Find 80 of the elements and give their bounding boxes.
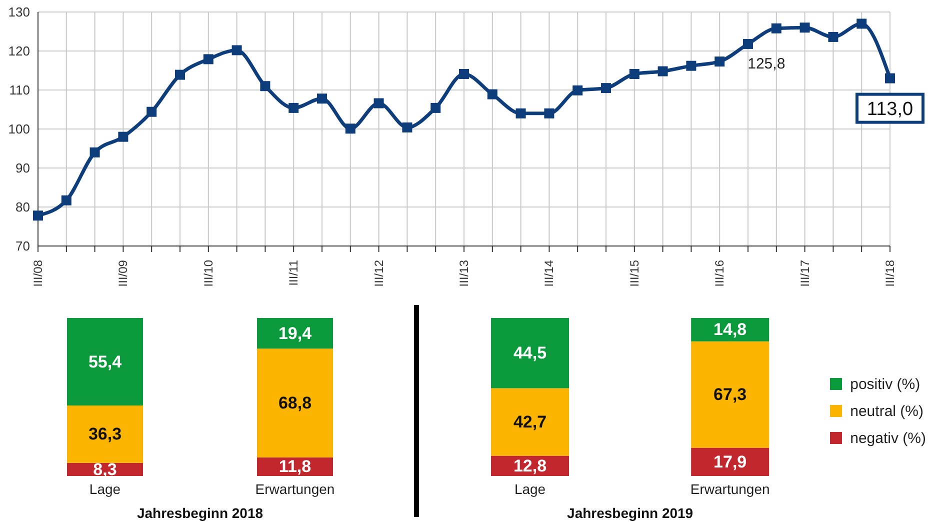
- point: [260, 81, 270, 92]
- x-tick-label: III/11: [286, 260, 301, 286]
- point: [374, 98, 384, 108]
- data-label: 44,5: [513, 344, 547, 363]
- x-tick-label: Lage: [514, 480, 546, 497]
- point: [288, 102, 299, 113]
- point: [90, 147, 100, 158]
- point: [146, 106, 157, 117]
- data-label: 67,3: [714, 385, 747, 404]
- x-tick-label: Erwartungen: [690, 480, 770, 497]
- bar: [257, 348, 333, 458]
- data-label: 11,8: [278, 457, 312, 476]
- point: [714, 56, 725, 67]
- point: [459, 69, 469, 80]
- point: [658, 66, 668, 76]
- point: [232, 45, 242, 56]
- point: [771, 23, 782, 34]
- x-tick-label: III/09: [116, 260, 130, 287]
- legend-label: positiv (%): [849, 376, 922, 392]
- data-label: 55,4: [88, 352, 122, 372]
- data-label: 8,3: [93, 460, 117, 479]
- legend-label: negativ (%): [849, 430, 926, 446]
- point: [885, 73, 895, 84]
- x-axis-title: Jahresbeginn 2019: [567, 505, 694, 521]
- point: [487, 89, 498, 100]
- point: [601, 83, 611, 94]
- data-label: 113,0: [866, 98, 914, 120]
- point: [828, 32, 838, 42]
- data-label: 68,8: [278, 394, 312, 413]
- point: [800, 22, 810, 33]
- point: [743, 38, 753, 49]
- legend-label: neutral (%): [849, 402, 924, 420]
- x-tick-label: III/15: [627, 260, 642, 287]
- bar: [691, 341, 770, 448]
- y-tick-label: 120: [8, 44, 30, 59]
- x-tick-label: III/14: [542, 260, 556, 287]
- x-tick-label: III/08: [31, 260, 45, 287]
- x-tick-label: Lage: [89, 480, 121, 497]
- y-tick-label: 100: [8, 122, 30, 137]
- bar: [67, 406, 143, 463]
- point: [61, 195, 72, 206]
- point: [33, 210, 43, 221]
- data-label: 125,8: [748, 55, 786, 72]
- point: [317, 94, 327, 104]
- x-tick-label: III/13: [457, 260, 471, 287]
- point: [544, 108, 554, 118]
- point: [686, 60, 696, 71]
- y-tick-label: 130: [8, 4, 30, 20]
- point: [629, 69, 640, 80]
- bar: [691, 448, 770, 476]
- bar: [67, 318, 143, 406]
- point: [175, 70, 185, 80]
- point: [118, 132, 128, 142]
- data-label: 19,4: [278, 324, 312, 343]
- y-tick-label: 70: [16, 238, 30, 254]
- point: [430, 102, 441, 113]
- x-tick-label: III/12: [372, 260, 386, 287]
- y-tick-label: 80: [16, 200, 30, 215]
- data-label: 36,3: [88, 424, 122, 444]
- point: [345, 124, 356, 134]
- point: [516, 108, 526, 118]
- point: [203, 54, 214, 64]
- data-label: 17,9: [714, 452, 747, 472]
- y-tick-label: 90: [16, 160, 30, 176]
- bar: [491, 318, 570, 388]
- point: [402, 122, 412, 132]
- data-label: 14,8: [714, 320, 747, 340]
- point: [572, 85, 583, 96]
- y-tick-label: 110: [9, 82, 30, 98]
- x-tick-label: III/16: [712, 260, 727, 287]
- data-label: 12,8: [513, 456, 547, 476]
- x-tick-label: III/10: [201, 260, 216, 287]
- x-tick-label: III/18: [883, 260, 897, 287]
- point: [856, 18, 867, 29]
- data-label: 42,7: [513, 412, 547, 432]
- x-tick-label: Erwartungen: [255, 480, 335, 497]
- bar: [257, 318, 333, 349]
- x-axis-title: Jahresbeginn 2018: [136, 505, 264, 521]
- x-tick-label: III/17: [798, 260, 812, 287]
- bar: [491, 388, 570, 456]
